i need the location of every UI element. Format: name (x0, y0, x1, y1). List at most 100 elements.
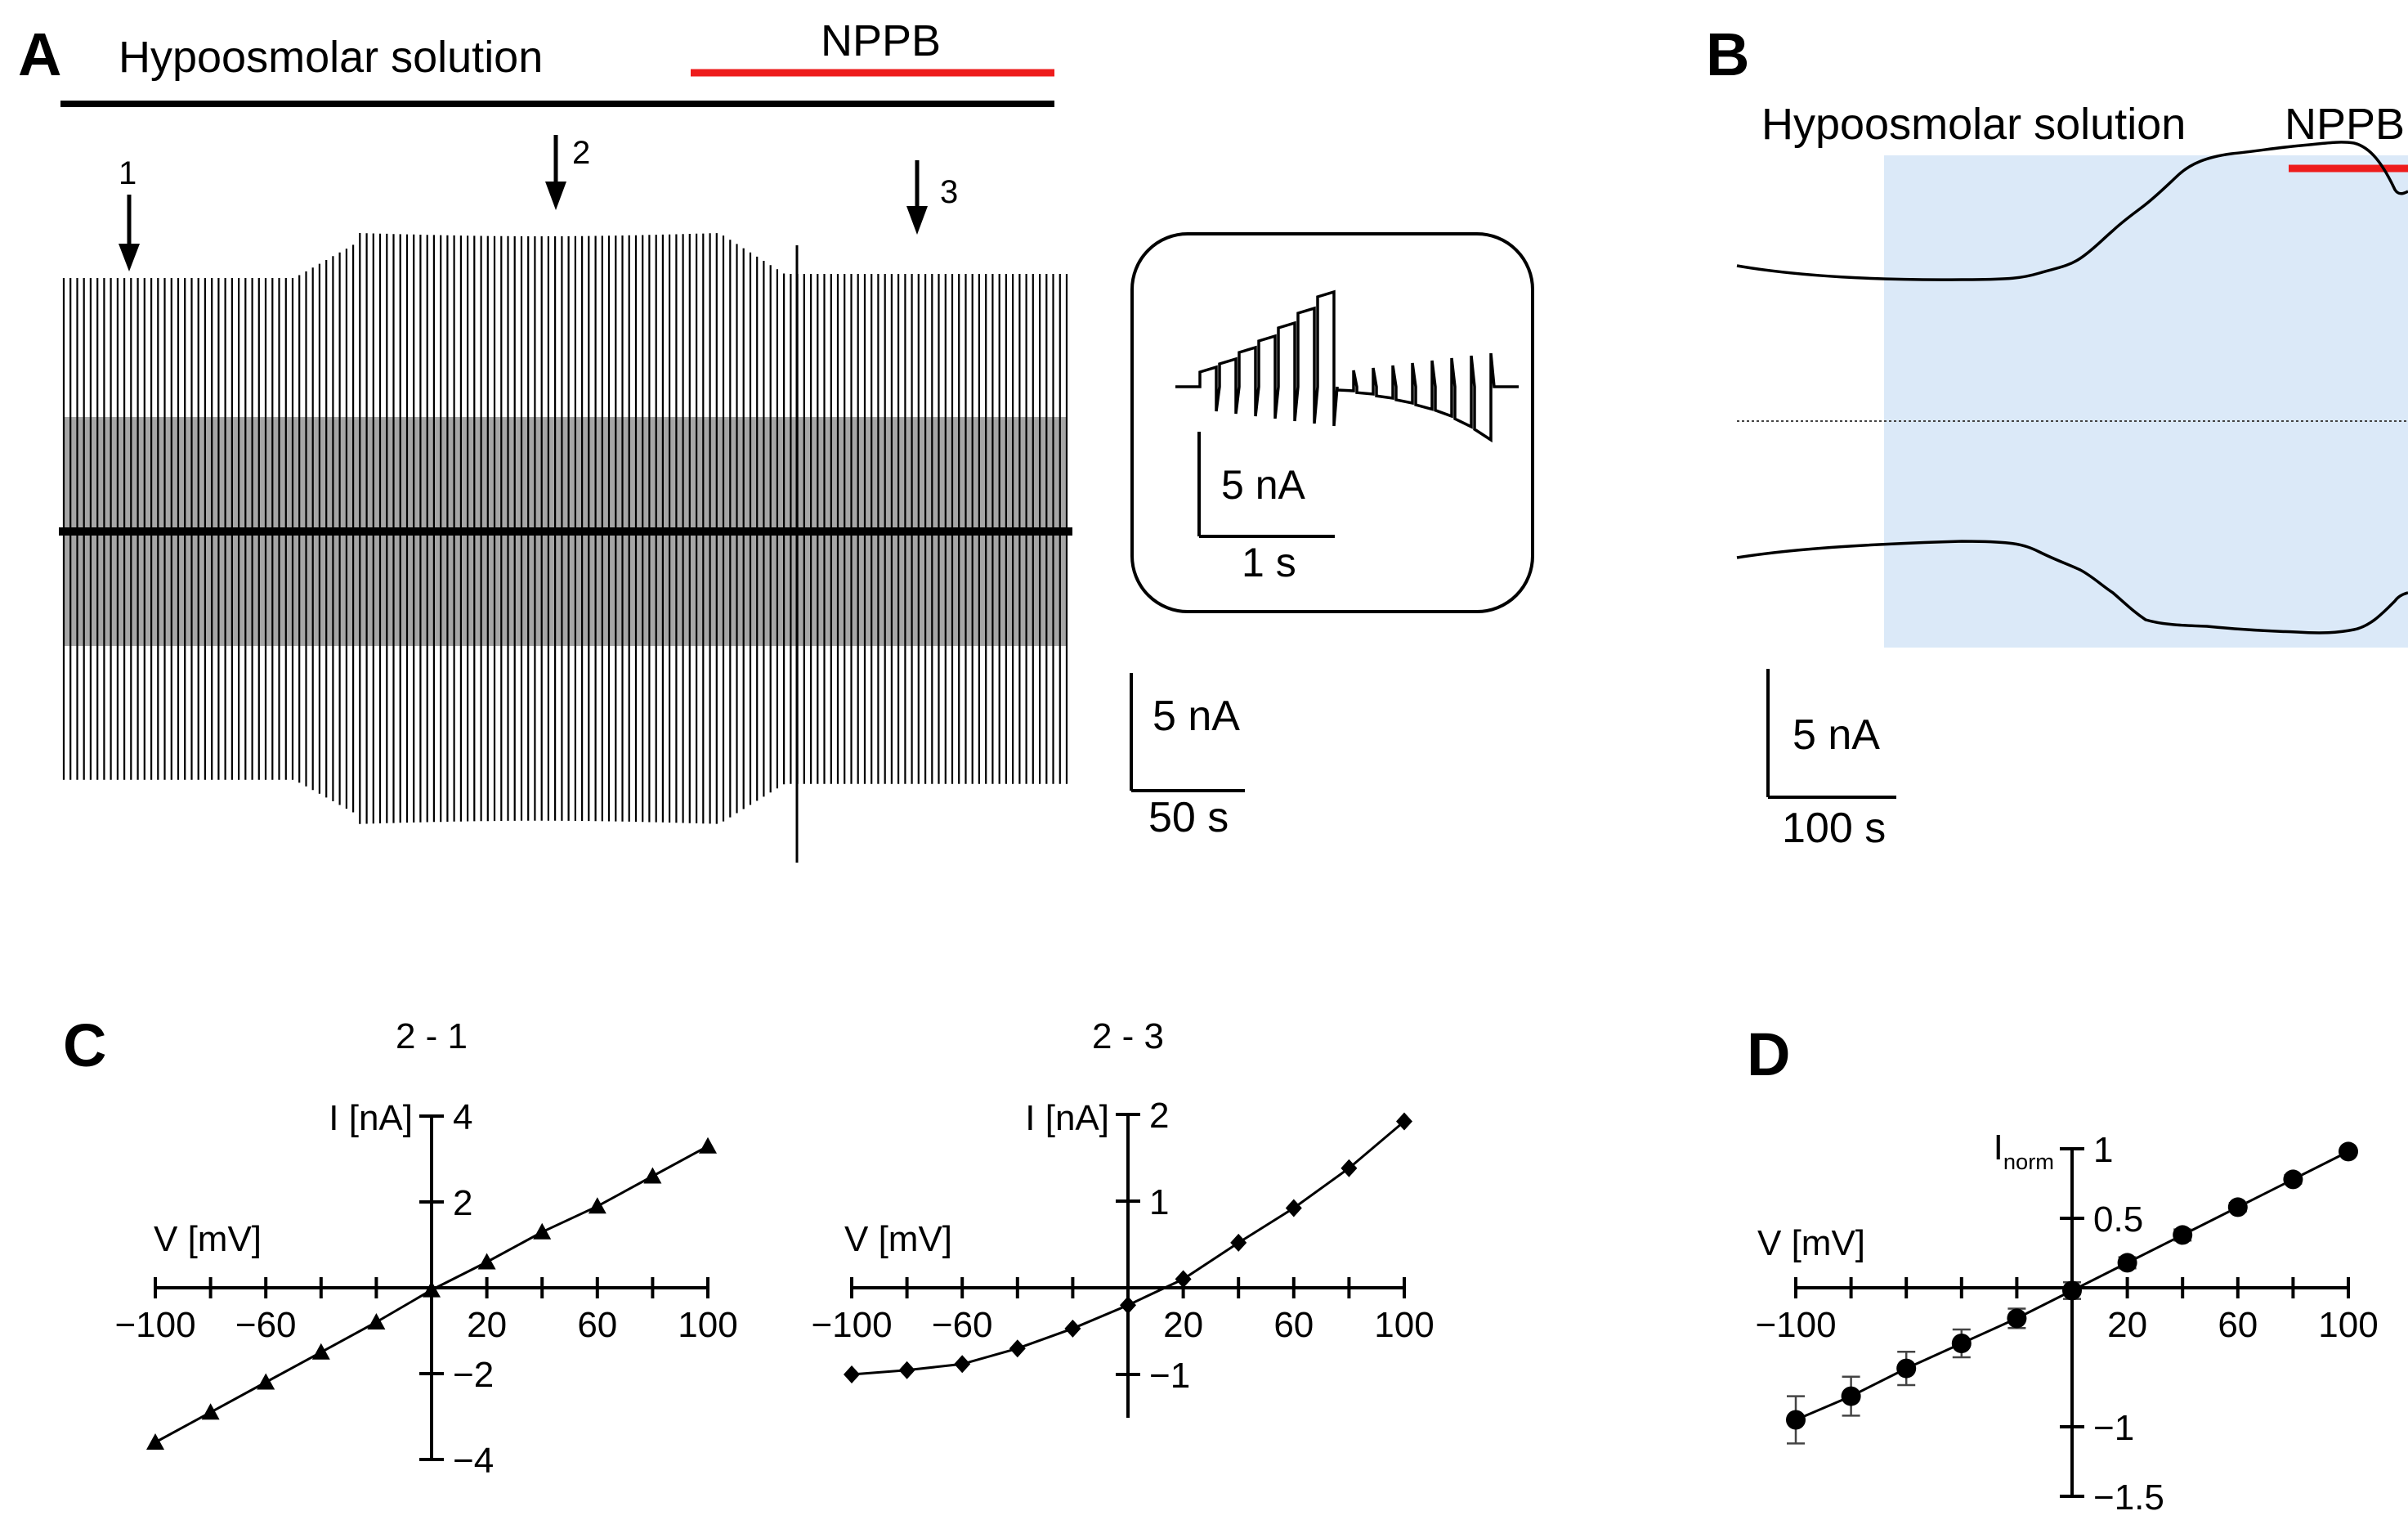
y-tick-label: −1 (1149, 1356, 1190, 1396)
inset-box: 5 nA 1 s (1130, 232, 1534, 613)
x-axis-label: V [mV] (154, 1219, 262, 1259)
data-point (2117, 1253, 2137, 1273)
x-tick-label: −100 (1755, 1305, 1836, 1345)
arrow-3: 3 (906, 160, 958, 235)
y-tick-label: 2 (453, 1183, 472, 1223)
data-point (1341, 1159, 1358, 1177)
y-tick-label: −4 (453, 1441, 494, 1481)
y-tick-label: −2 (453, 1355, 494, 1395)
data-point (2339, 1141, 2358, 1162)
x-tick-label: 60 (577, 1305, 617, 1345)
data-point (699, 1137, 717, 1154)
data-point (954, 1355, 971, 1374)
data-point (1009, 1339, 1026, 1358)
inset-scale-time-label: 1 s (1242, 540, 1296, 585)
hypoosmolar-shading (1884, 155, 2408, 648)
panel-b: B Hypoosmolar solution NPPB 5 nA 100 s (1706, 20, 2408, 852)
data-point (1120, 1296, 1136, 1315)
panel-a-scale-bar: 5 nA 50 s (1130, 673, 1245, 841)
data-point (477, 1253, 496, 1270)
data-point (1786, 1410, 1806, 1430)
data-point (2283, 1169, 2303, 1190)
panel-b-scale-time-label: 100 s (1782, 805, 1886, 852)
panel-a-letter: A (18, 20, 61, 88)
x-axis-label: V [mV] (844, 1219, 952, 1259)
y-tick-label: −1 (2093, 1408, 2134, 1448)
x-tick-label: 20 (467, 1305, 507, 1345)
panel-b-letter: B (1706, 20, 1749, 88)
y-tick-label: −1.5 (2093, 1477, 2164, 1518)
panel-b-scale-current-label: 5 nA (1793, 711, 1880, 759)
panel-a-scale-time-label: 50 s (1148, 794, 1229, 841)
data-point (1230, 1233, 1247, 1252)
x-tick-label: 60 (2218, 1305, 2258, 1345)
x-tick-label: 100 (2318, 1305, 2378, 1345)
data-point (311, 1343, 330, 1360)
data-point (898, 1361, 915, 1379)
x-tick-label: 100 (678, 1305, 737, 1345)
y-axis-label: I [nA] (329, 1098, 413, 1138)
panel-a: A Hypoosmolar solution NPPB 1 2 3 (18, 16, 1534, 863)
x-tick-label: −60 (235, 1305, 297, 1345)
data-point (588, 1197, 606, 1214)
data-point (1175, 1270, 1192, 1289)
data-point (367, 1313, 386, 1329)
inset-scale-current-label: 5 nA (1221, 462, 1306, 508)
data-point (1396, 1112, 1412, 1131)
data-point (1896, 1358, 1917, 1379)
x-tick-label: 60 (1273, 1305, 1314, 1345)
y-tick-label: 2 (1149, 1096, 1169, 1136)
panel-b-scale-bar: 5 nA 100 s (1766, 669, 1896, 852)
data-point (257, 1373, 275, 1390)
arrow-1: 1 (119, 155, 140, 271)
y-tick-label: 1 (2093, 1130, 2113, 1170)
y-tick-label: 4 (453, 1097, 472, 1137)
arrow-2-label: 2 (572, 135, 590, 171)
x-tick-label: −60 (932, 1305, 993, 1345)
data-point (2007, 1308, 2027, 1329)
panel-a-scale-current-label: 5 nA (1153, 693, 1240, 740)
panel-b-solution-label: Hypoosmolar solution (1761, 100, 2186, 149)
plot-title: 2 - 1 (396, 1016, 468, 1056)
x-axis-label: V [mV] (1757, 1223, 1865, 1263)
data-point (423, 1280, 441, 1298)
data-point (2173, 1225, 2193, 1245)
x-tick-label: −100 (114, 1305, 195, 1345)
data-point (1285, 1199, 1302, 1217)
x-tick-label: 20 (2107, 1305, 2147, 1345)
y-axis-label: I [nA] (1025, 1098, 1109, 1138)
y-tick-label: 1 (1149, 1182, 1169, 1222)
iv-plot-2-minus-3: −100 −60 20 60 100 −1 1 2 V [mV] I [nA] 2 - 3 (811, 1016, 1435, 1418)
data-point (1841, 1386, 1861, 1406)
plot-title: 2 - 3 (1092, 1016, 1164, 1056)
data-point (533, 1222, 552, 1240)
data-point (1951, 1334, 1972, 1353)
iv-plot-2-minus-1: −100 −60 20 60 100 −4 −2 2 4 V [mV] I [nA] 2 - 1 (114, 1016, 737, 1481)
data-point (643, 1167, 662, 1184)
y-axis-label: Inorm (1994, 1128, 2054, 1174)
data-point (201, 1403, 220, 1420)
x-tick-label: −100 (811, 1305, 892, 1345)
outward-current-trace (1736, 141, 2408, 281)
data-point (844, 1365, 860, 1383)
y-tick-label: 0.5 (2093, 1199, 2143, 1240)
x-tick-label: 20 (1163, 1305, 1203, 1345)
arrow-2: 2 (545, 135, 590, 210)
arrow-3-label: 3 (940, 174, 958, 210)
arrow-1-label: 1 (119, 155, 137, 191)
panel-d-letter: D (1747, 1020, 1790, 1088)
iv-plot-normalized: −100 20 60 100 −1.5 −1 0.5 1 V [mV] Inorm (1755, 1128, 2378, 1518)
data-point (146, 1433, 164, 1450)
x-tick-label: 100 (1374, 1305, 1434, 1345)
panel-a-solution-label: Hypoosmolar solution (119, 33, 543, 82)
panel-b-drug-label: NPPB (2285, 100, 2405, 149)
data-point (2227, 1197, 2248, 1217)
panel-c-letter: C (63, 1011, 106, 1079)
inward-current-trace (1736, 540, 2408, 634)
inset-step-trace (1175, 289, 1519, 443)
data-point (1064, 1319, 1081, 1338)
y-axis-label-subscript: norm (2003, 1149, 2054, 1174)
panel-a-drug-label: NPPB (821, 16, 941, 65)
data-point (2062, 1280, 2082, 1301)
